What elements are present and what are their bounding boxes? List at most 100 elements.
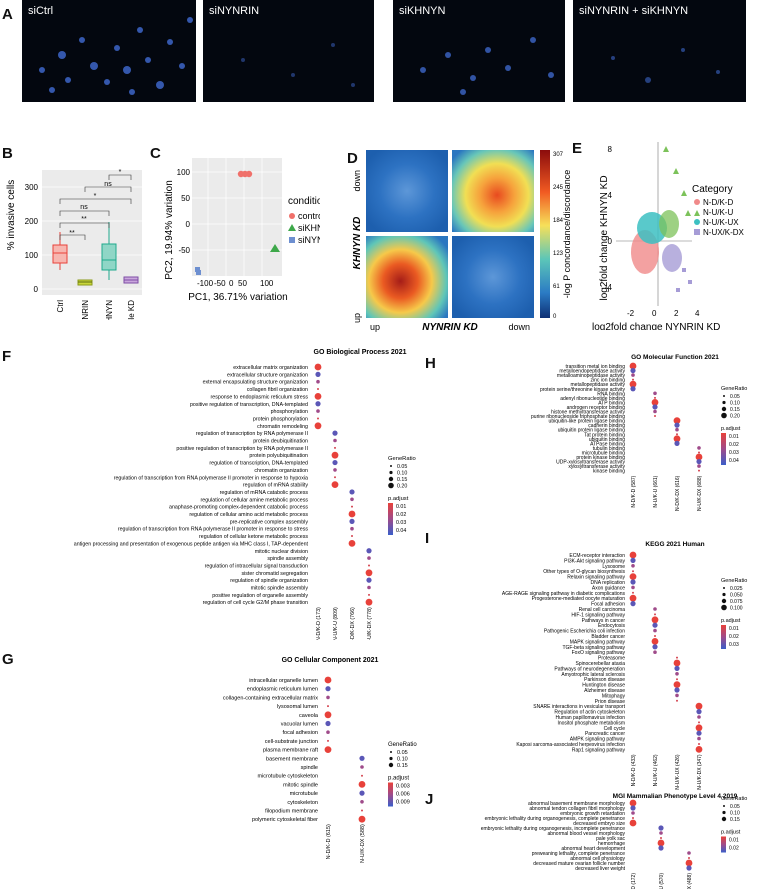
legend-size-label: 0.05: [730, 804, 740, 810]
term-label: Renal cell carcinoma: [579, 607, 626, 613]
term-label: basement membrane: [266, 756, 318, 762]
term-label: filopodium membrane: [265, 809, 318, 815]
legend-color-label: 0.02: [729, 634, 739, 640]
term-label: kinase binding: [593, 469, 625, 475]
term-label: cadherin binding: [588, 423, 625, 429]
legend-size-dot: [388, 476, 394, 482]
e-xtick: -2: [627, 309, 635, 318]
micrograph-sinynrin: siNYNRIN: [203, 0, 374, 102]
e-legend-item: N-D/K-D: [703, 198, 733, 207]
panel-label-g: G: [2, 651, 14, 668]
enrichment-dot: [698, 743, 700, 745]
c-ytick: 100: [177, 168, 191, 177]
term-label: decreased embryo size: [573, 821, 625, 827]
panel-label-b: B: [2, 145, 13, 162]
enrichment-dot: [676, 656, 678, 659]
enrichment-dot: [654, 635, 656, 637]
enrichment-dot: [698, 451, 700, 454]
legend-size-label: 0.05: [397, 464, 407, 470]
boxplot-invasive: % invasive cells 0 100 200 300 ** ns ** …: [6, 169, 142, 320]
term-label: UDP-xylosyltransferase activity: [556, 460, 625, 466]
term-label: zinc ion binding: [591, 378, 626, 384]
term-label: spindle assembly: [267, 556, 308, 562]
enrichment-dot: [350, 497, 354, 502]
d-y-bottom: up: [352, 313, 362, 323]
b-ytick: 100: [25, 251, 39, 260]
enrichment-dot: [674, 665, 680, 671]
panel-label-a: A: [2, 6, 13, 23]
term-label: ECM-receptor interaction: [569, 553, 625, 559]
enrichment-dot: [698, 721, 700, 724]
enrichment-dot: [631, 373, 635, 377]
term-label: Human papillomavirus infection: [556, 715, 626, 721]
legend-title: p.adjust: [721, 426, 741, 432]
enrichment-dot: [629, 551, 637, 559]
term-label: hemorrhage: [598, 841, 625, 847]
term-label: ATPase binding: [590, 441, 625, 447]
enrichment-dot: [653, 650, 657, 654]
term-label: abnormal tendon collagen fibril morpholo…: [529, 806, 625, 812]
panel-label-h: H: [425, 355, 436, 372]
legend-color-label: 0.01: [729, 838, 739, 844]
enrichment-dot: [676, 433, 678, 436]
column-label: N-D/K-DX (766): [350, 607, 356, 640]
column-label: N-U/K-U (462): [653, 754, 659, 786]
enrichment-dot: [316, 409, 320, 413]
legend-size-dot: [722, 400, 726, 405]
d-cbar-tick: 61: [553, 284, 560, 290]
term-label: regulation of mRNA stability: [243, 483, 308, 489]
enrichment-dot: [687, 851, 691, 855]
term-label: Endocytosis: [598, 623, 625, 629]
e-ytick: 8: [608, 145, 613, 154]
term-label: Spinocerebellar ataxia: [576, 661, 626, 667]
term-label: regulation of transcription from RNA pol…: [114, 475, 308, 481]
enrichment-dot: [676, 678, 678, 681]
term-label: abnormal heart development: [561, 846, 625, 852]
enrichment-dot: [675, 672, 679, 676]
term-label: SNARE interactions in vesicular transpor…: [533, 704, 625, 710]
b-xtick: siKHNYN: [105, 300, 114, 320]
d-cbar-tick: 245: [553, 185, 564, 191]
term-label: Proteasome: [598, 656, 625, 662]
enrichment-dot: [367, 585, 371, 590]
enrichment-dot: [324, 746, 332, 753]
enrichment-dot: [696, 709, 702, 715]
enrichment-dot: [695, 724, 703, 732]
term-label: Parkinson disease: [584, 677, 625, 683]
dotplot-title: MGI Mammalian Phenotype Level 4 2019: [613, 793, 738, 800]
b-xtick: double KD: [127, 300, 136, 320]
enrichment-dot: [348, 540, 356, 547]
column-label: N-U/K-DX (588): [360, 824, 366, 863]
legend-color-bar: [388, 503, 393, 535]
term-label: AGE-RAGE signaling pathway in diabetic c…: [502, 591, 626, 597]
legend-color-label: 0.01: [729, 434, 739, 440]
micrograph-sictrl: siCtrl: [22, 0, 196, 102]
term-label: Regulation of actin cytoskeleton: [554, 710, 625, 716]
column-label: N-U/K-UX (426): [675, 754, 681, 790]
column-label: N-D/K-DX (616): [675, 475, 681, 511]
term-label: Lysosome: [602, 564, 625, 570]
d-cbar-tick: 307: [553, 152, 564, 158]
term-label: microtubule cytoskeleton: [257, 774, 318, 780]
legend-size-dot: [390, 465, 392, 467]
term-label: DNA replication: [591, 580, 626, 586]
term-label: anaphase-promoting complex-dependent cat…: [169, 505, 308, 511]
enrichment-dot: [653, 409, 657, 414]
c-xtick: -100: [197, 279, 214, 288]
term-label: plasma membrane raft: [263, 748, 318, 754]
enrichment-dot: [327, 739, 329, 742]
term-label: collagen-containing extracellular matrix: [223, 695, 318, 701]
e-xtick: 2: [674, 309, 679, 318]
enrichment-dot: [629, 573, 637, 580]
d-cbar-tick: 123: [553, 251, 564, 257]
enrichment-dot: [365, 569, 373, 577]
c-legend-title: condition: [288, 196, 320, 207]
enrichment-dot: [349, 489, 355, 495]
enrichment-dot: [327, 705, 329, 708]
term-label: regulation of cellular ketone metabolic …: [199, 534, 308, 540]
legend-size-label: 0.15: [397, 763, 408, 769]
d-quad-top-right: [452, 150, 534, 232]
dotplot-mgi: MGI Mammalian Phenotype Level 4 2019 abno…: [481, 793, 748, 889]
term-label: Prion disease: [595, 699, 626, 705]
enrichment-dot: [632, 378, 634, 381]
